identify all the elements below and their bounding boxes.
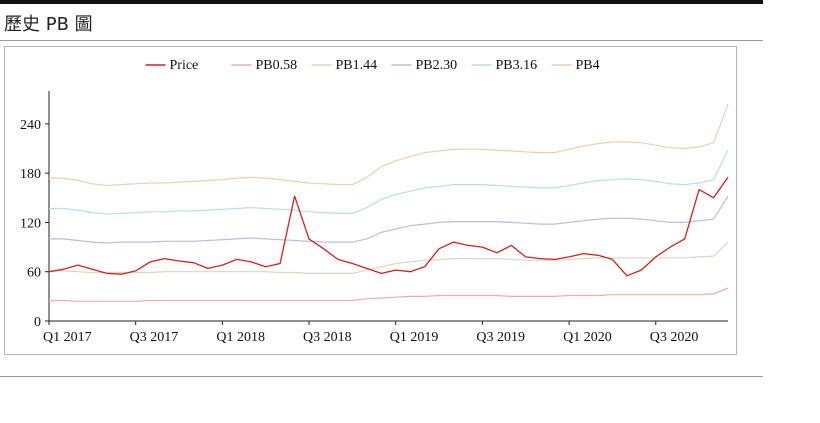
series-line-pb1-44 <box>49 241 729 274</box>
title-divider <box>0 40 763 41</box>
legend-label: PB4 <box>576 58 600 73</box>
legend-item-pb2-30: PB2.30 <box>391 58 458 73</box>
legend-label: PB1.44 <box>336 58 378 73</box>
chart-legend: Price PB0.58 PB1.44 PB2.30 PB3.16 PB4 <box>145 58 600 73</box>
legend-label: PB2.30 <box>416 58 458 73</box>
series-line-pb0-58 <box>49 287 729 302</box>
bottom-divider <box>0 376 763 377</box>
series-line-pb3-16 <box>49 149 729 215</box>
x-axis: Q1 2017 Q3 2017 Q1 2018 Q3 2018 Q1 2019 Q3 20… <box>43 320 728 345</box>
series-line-pb4 <box>49 103 729 187</box>
legend-item-price: Price <box>145 58 199 73</box>
legend-item-pb3-16: PB3.16 <box>471 58 538 73</box>
series-line-pb2-30 <box>49 195 729 244</box>
legend-label: PB3.16 <box>496 58 538 73</box>
x-tick-label: Q3 2018 <box>303 330 352 345</box>
x-tick-label: Q3 2017 <box>130 330 179 345</box>
legend-item-pb4: PB4 <box>551 58 600 73</box>
y-tick-label: 60 <box>27 266 41 281</box>
x-tick-label: Q1 2020 <box>563 330 612 345</box>
top-rule <box>0 0 763 4</box>
x-tick-label: Q1 2018 <box>216 330 265 345</box>
series-lines <box>48 103 729 302</box>
legend-label: PB0.58 <box>256 58 298 73</box>
x-tick-label: Q1 2019 <box>390 330 439 345</box>
y-tick-label: 0 <box>34 315 41 330</box>
y-tick-label: 240 <box>20 118 41 133</box>
x-tick-label: Q3 2019 <box>476 330 525 345</box>
section-title: 歷史 PB 圖 <box>4 14 93 35</box>
pb-history-chart: Price PB0.58 PB1.44 PB2.30 PB3.16 PB4 0 60 120 1… <box>20 58 729 345</box>
y-axis: 0 60 120 180 240 <box>20 91 50 330</box>
pb-chart-panel: Price PB0.58 PB1.44 PB2.30 PB3.16 PB4 0 60 120 1… <box>4 46 737 355</box>
x-tick-label: Q1 2017 <box>43 330 92 345</box>
y-tick-label: 120 <box>20 216 41 231</box>
x-tick-label: Q3 2020 <box>650 330 699 345</box>
y-tick-label: 180 <box>20 167 41 182</box>
legend-item-pb0-58: PB0.58 <box>231 58 298 73</box>
legend-item-pb1-44: PB1.44 <box>311 58 378 73</box>
series-line-price <box>48 176 729 277</box>
legend-label: Price <box>170 58 199 73</box>
